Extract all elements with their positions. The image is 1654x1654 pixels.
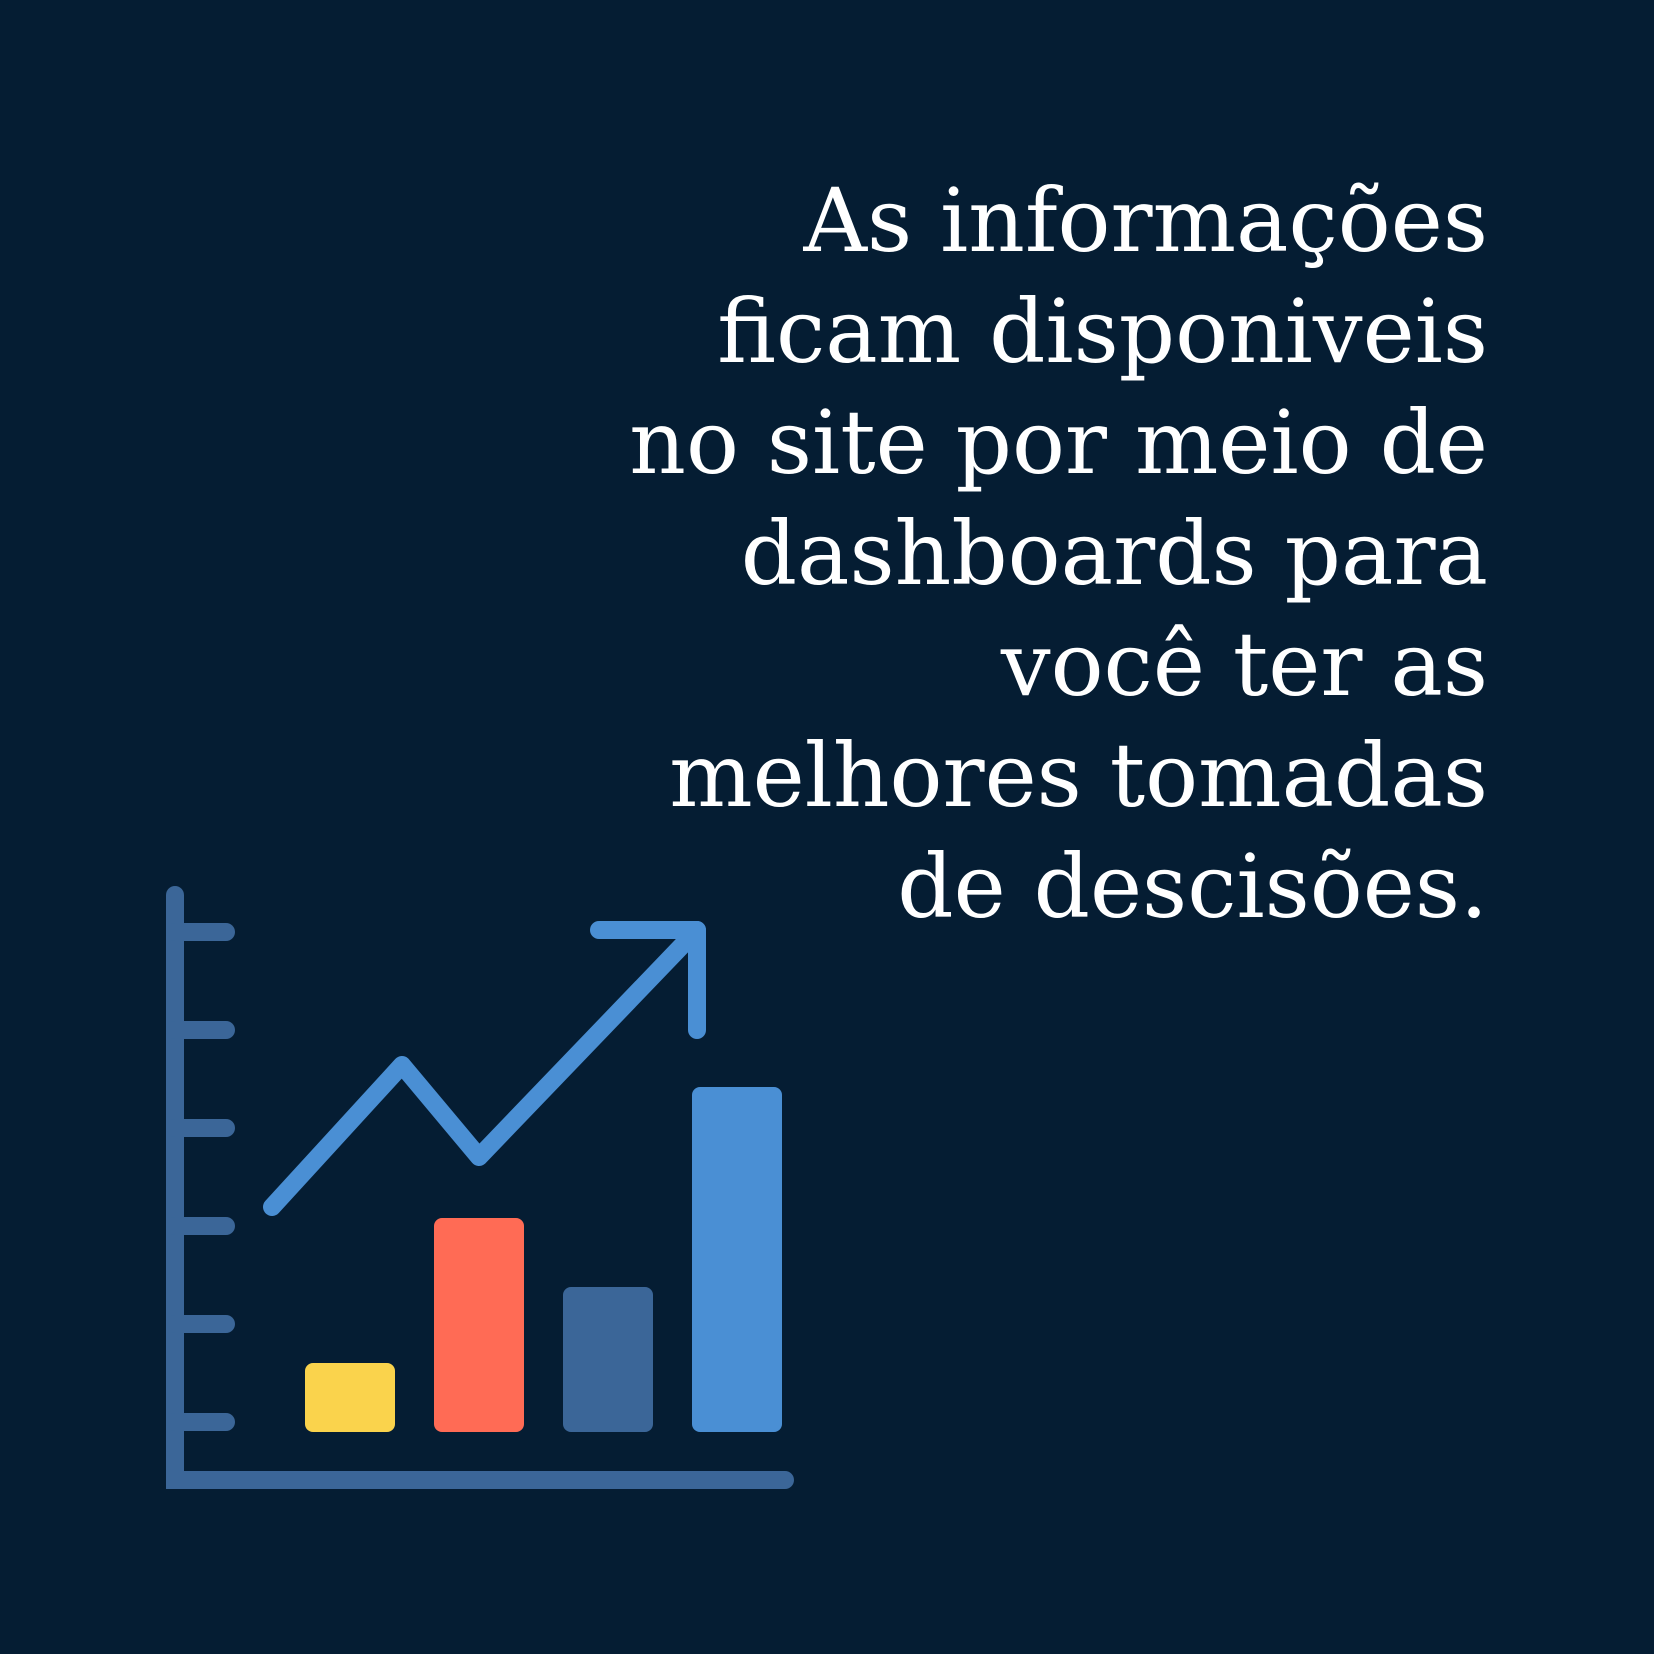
chart-axes [166, 886, 794, 1489]
bar-dark-blue [563, 1287, 653, 1432]
trend-line [263, 921, 706, 1216]
headline-line-1: As informações [803, 169, 1488, 272]
headline-line-5: você ter as [1000, 613, 1488, 716]
headline-line-6: melhores tomadas [669, 724, 1488, 827]
bar-yellow [305, 1363, 395, 1432]
headline-line-7: de descisões. [897, 835, 1488, 938]
headline-line-2: ficam disponiveis [717, 280, 1488, 383]
trend-arrow [263, 921, 706, 1216]
bar-light-blue [692, 1087, 782, 1432]
headline-line-3: no site por meio de [629, 391, 1488, 494]
headline-text: As informações ficam disponiveis no site… [488, 165, 1488, 942]
bar-red [434, 1218, 524, 1432]
headline-line-4: dashboards para [740, 502, 1488, 605]
axis-lines [166, 886, 794, 1489]
chart-bars [305, 1087, 782, 1432]
arrow-head [590, 921, 706, 1039]
